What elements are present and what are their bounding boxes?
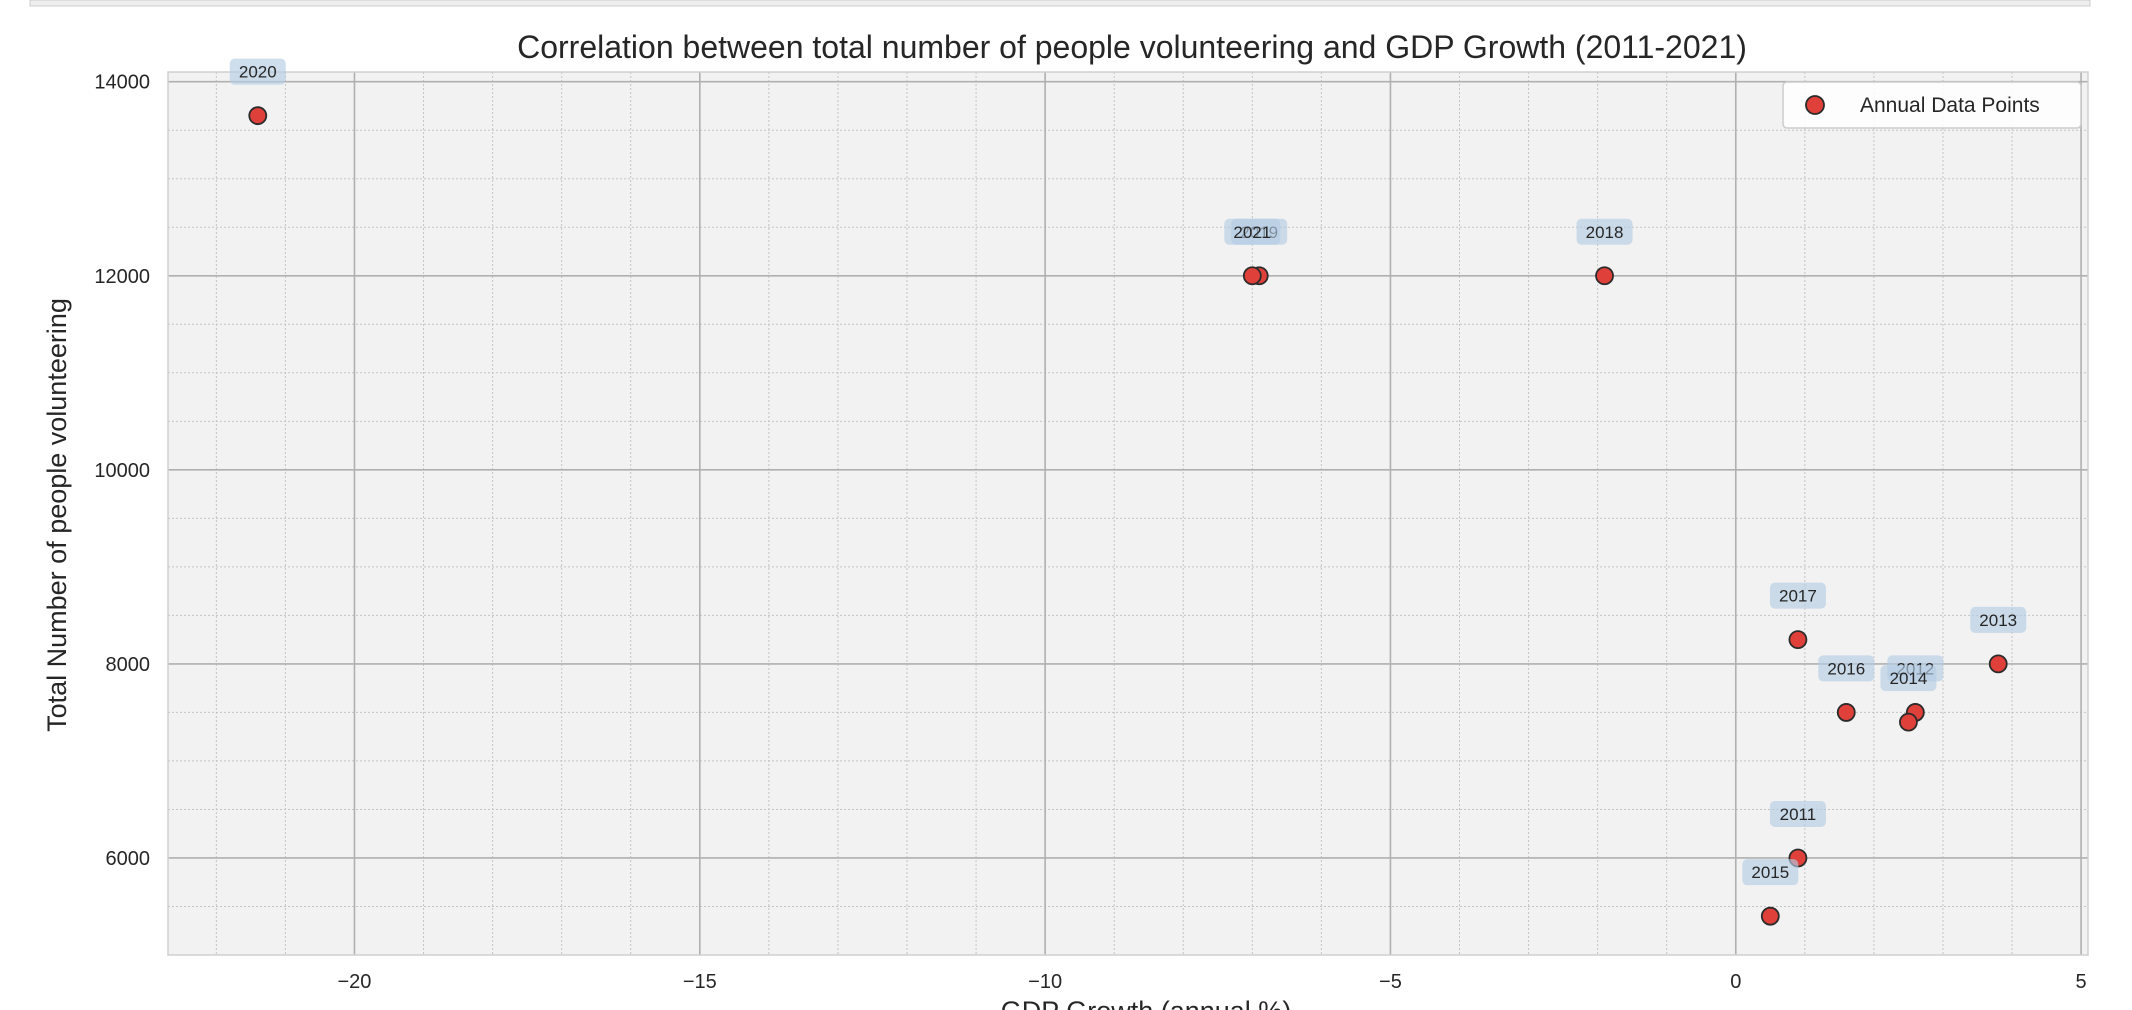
point-label: 2017 [1779,587,1817,606]
y-axis-label: Total Number of people volunteering [42,298,72,732]
point-label-box [1224,218,1281,245]
plot-border [167,71,2089,956]
point-label-box [1742,859,1799,886]
y-tick-label: 14000 [94,72,150,94]
data-point [248,106,268,126]
point-label-box [229,58,286,85]
data-point [1899,712,1918,732]
legend-marker [1805,95,1825,115]
chart-title: Correlation between total number of peop… [517,29,1747,65]
y-tick-label: 12000 [94,266,150,288]
y-tick-label: 6000 [106,848,151,870]
point-label: 2018 [1586,223,1624,242]
point-label: 2021 [1233,223,1271,242]
data-point [1788,630,1808,650]
plot-area: −20 −15 −10 −5 0 5 6000 8000 10000 12000 14000 2011… [94,58,2089,993]
point-label: 2015 [1751,863,1789,882]
data-point [1760,906,1780,926]
point-label-box [1576,218,1633,245]
data-point [1242,266,1262,286]
point-label: 2011 [1780,805,1817,824]
point-label: 2016 [1827,659,1865,678]
data-point [1988,654,2008,674]
x-axis-label: GDP Growth (annual %) [1001,996,1292,1010]
legend-box [1782,81,2082,129]
legend: Annual Data Points [1782,81,2082,129]
point-label: 2014 [1890,669,1928,688]
point-label: 2020 [239,63,277,82]
y-tick-label: 8000 [106,654,151,676]
point-label-box [1970,606,2027,633]
legend-label: Annual Data Points [1860,94,2040,117]
x-tick-label: −5 [1379,971,1402,993]
point-label: 2013 [1979,611,2017,630]
x-tick-label: −15 [683,971,717,993]
plot-background [168,72,2088,955]
data-point [1836,703,1856,722]
top-strip [29,0,2091,7]
data-point [1595,266,1614,286]
x-tick-label: −10 [1028,971,1062,993]
x-tick-label: 0 [1730,971,1741,993]
point-label-box [1769,800,1826,827]
x-tick-label: 5 [2076,971,2087,993]
y-tick-label: 10000 [94,460,150,482]
point-label-box [1769,582,1826,609]
point-label-box [1818,655,1875,682]
x-tick-label: −20 [338,971,372,993]
point-label-box [1880,665,1937,692]
